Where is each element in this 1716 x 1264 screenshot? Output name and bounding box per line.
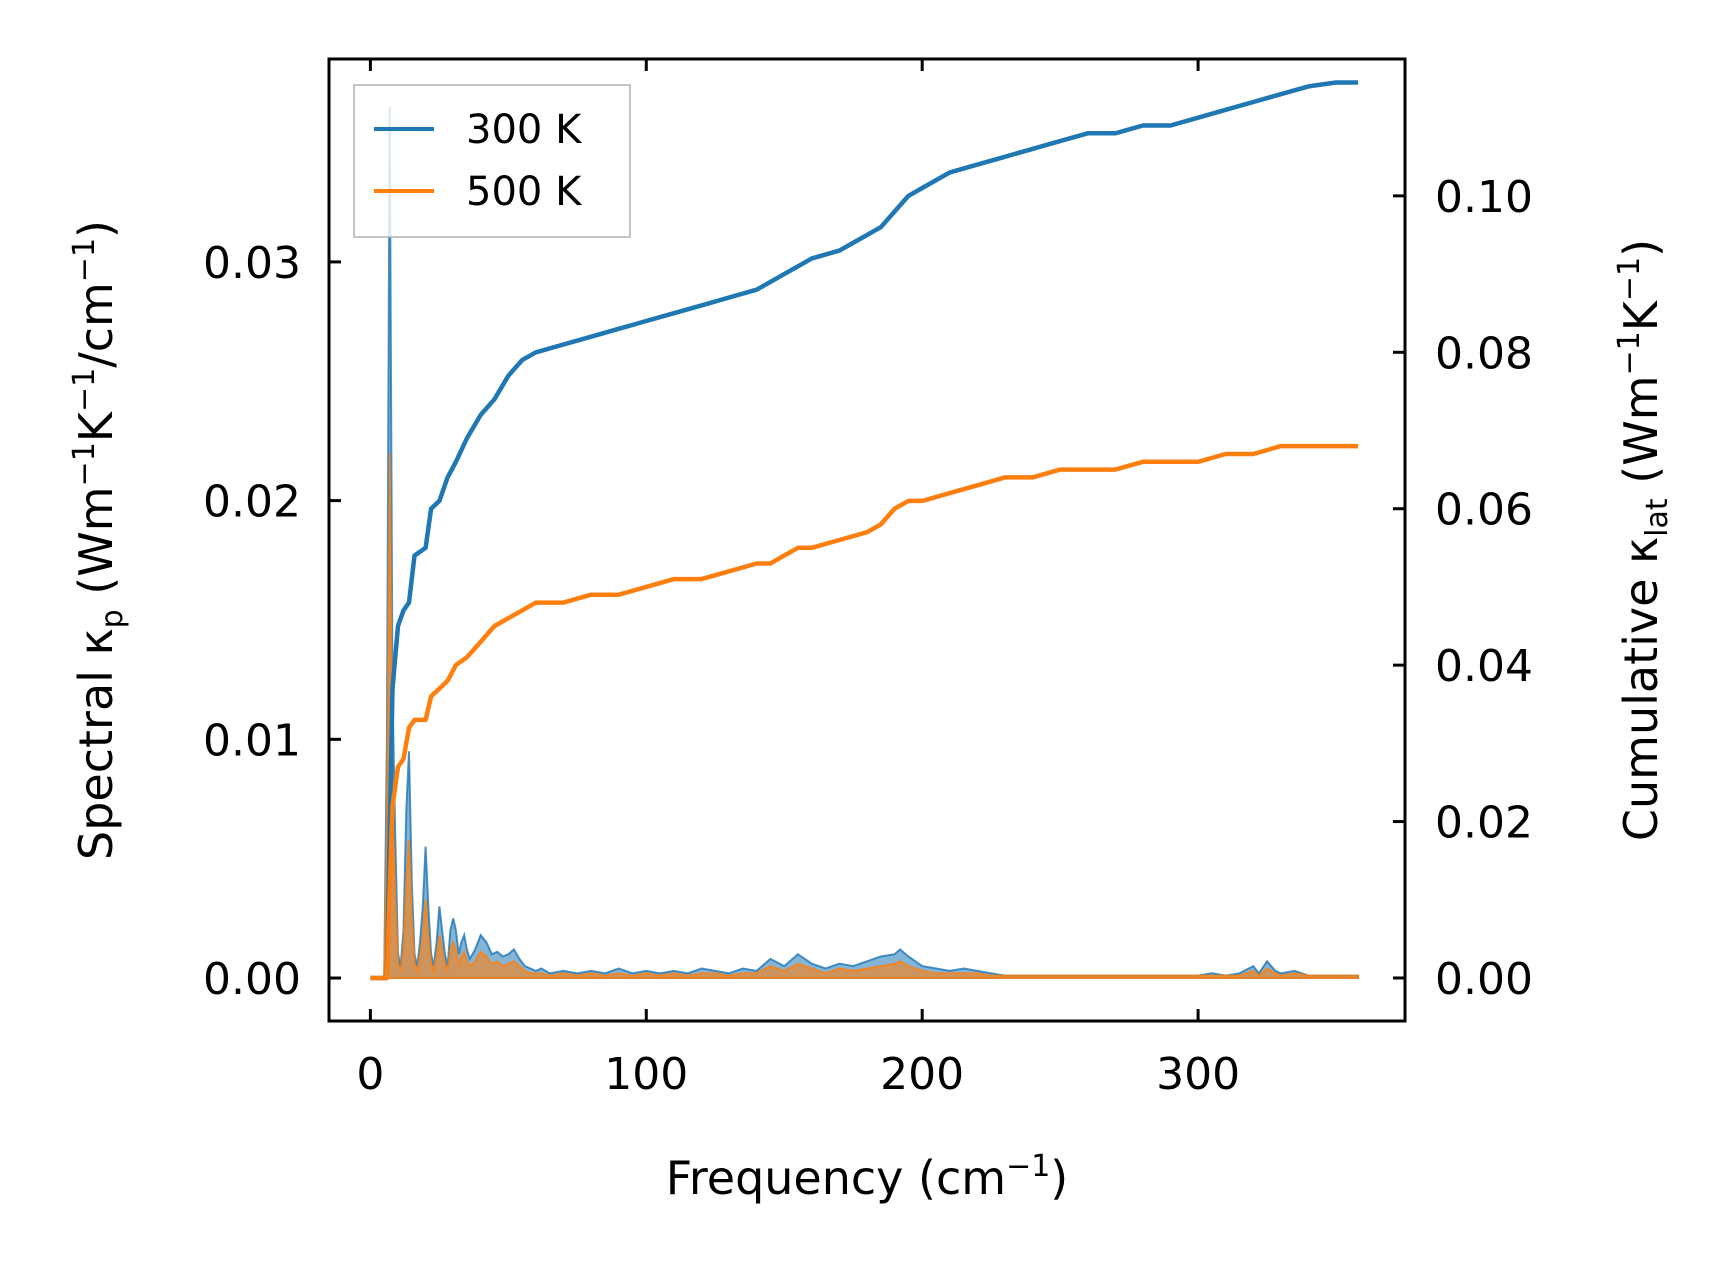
cumulative-line-300k (370, 80, 1359, 981)
legend-label-300k: 300 K (466, 107, 583, 153)
x-tick-label: 0 (356, 1049, 384, 1100)
y-right-tick-label: 0.02 (1435, 798, 1533, 849)
spectral-area-500k (370, 452, 1360, 979)
cumulative-lines (370, 80, 1359, 981)
y-left-tick-label: 0.01 (203, 715, 301, 766)
x-tick-label: 300 (1156, 1049, 1240, 1100)
plot-frame (327, 57, 1407, 1023)
y-left-axis-ticks: 0.00 0.01 0.02 0.03 (203, 238, 341, 1005)
y-left-tick-label: 0.02 (203, 477, 301, 528)
y-right-tick-label: 0.08 (1435, 328, 1533, 379)
y-left-axis-title: Spectral κp (Wm−1K−1/cm−1) (67, 220, 130, 860)
y-right-tick-label: 0.10 (1435, 172, 1533, 223)
legend-label-500k: 500 K (466, 169, 583, 215)
y-right-axis-title: Cumulative κlat (Wm−1K−1) (1612, 239, 1675, 841)
cumulative-line-500k (370, 443, 1359, 981)
x-tick-label: 100 (604, 1049, 688, 1100)
y-right-tick-label: 0.06 (1435, 485, 1533, 536)
y-right-tick-label: 0.04 (1435, 641, 1533, 692)
x-tick-label: 200 (880, 1049, 964, 1100)
y-right-axis-ticks: 0.00 0.02 0.04 0.06 0.08 0.10 (1393, 172, 1533, 1005)
legend-box (353, 84, 631, 238)
y-right-tick-label: 0.00 (1435, 954, 1533, 1005)
y-left-tick-label: 0.00 (203, 954, 301, 1005)
x-axis-title: Frequency (cm−1) (666, 1149, 1069, 1205)
spectral-fills (370, 106, 1360, 979)
y-left-tick-label: 0.03 (203, 238, 301, 289)
x-axis-ticks: 0 100 200 300 (356, 59, 1240, 1100)
legend: 300 K 500 K (353, 84, 631, 238)
